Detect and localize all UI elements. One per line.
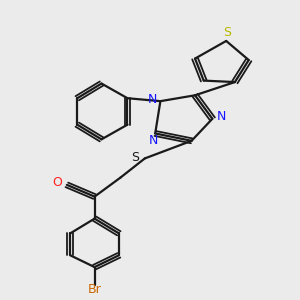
- Text: S: S: [131, 151, 140, 164]
- Text: N: N: [216, 110, 226, 123]
- Text: S: S: [223, 26, 231, 39]
- Text: N: N: [149, 134, 158, 147]
- Text: O: O: [52, 176, 62, 189]
- Text: N: N: [148, 93, 158, 106]
- Text: Br: Br: [88, 284, 101, 296]
